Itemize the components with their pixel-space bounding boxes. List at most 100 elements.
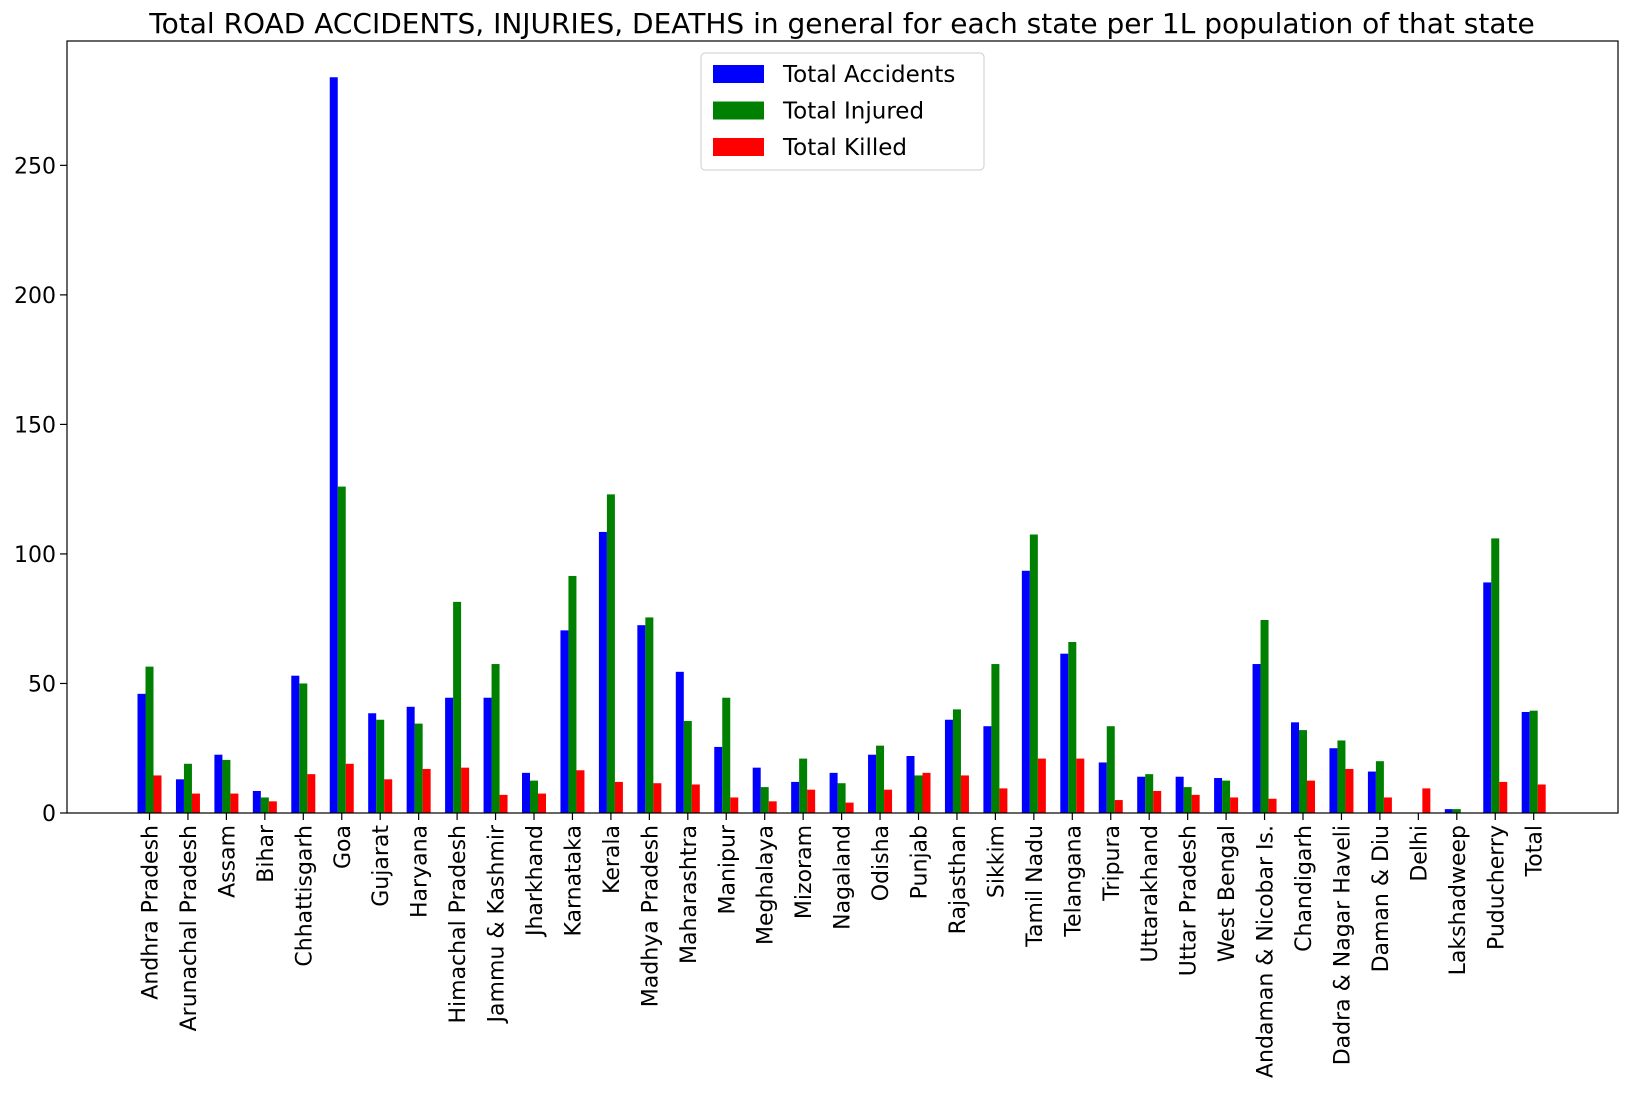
bar-total-killed-10 xyxy=(538,793,546,813)
x-tick-label-14: Maharashtra xyxy=(677,825,702,964)
x-tick-label-30: Chandigarh xyxy=(1292,825,1317,952)
x-tick-label-19: Odisha xyxy=(869,825,894,901)
bar-total-accidents-9 xyxy=(483,697,492,813)
bar-total-accidents-13 xyxy=(637,625,646,813)
bar-total-accidents-2 xyxy=(214,754,223,813)
x-tick-label-16: Meghalaya xyxy=(754,825,779,945)
chart-title: Total ROAD ACCIDENTS, INJURIES, DEATHS i… xyxy=(148,7,1534,40)
bar-total-killed-22 xyxy=(999,788,1008,813)
bar-total-injured-18 xyxy=(837,783,846,813)
legend-swatch-0 xyxy=(713,65,764,83)
bar-total-accidents-12 xyxy=(598,531,607,813)
legend-box xyxy=(700,52,985,171)
y-tick-label-5: 250 xyxy=(14,154,56,179)
bar-total-accidents-27 xyxy=(1175,776,1184,813)
bar-total-accidents-8 xyxy=(445,697,454,813)
bar-total-accidents-17 xyxy=(791,781,800,813)
bar-total-killed-27 xyxy=(1191,794,1200,813)
y-tick-label-4: 200 xyxy=(14,284,56,309)
bar-total-accidents-24 xyxy=(1060,653,1069,813)
bar-total-accidents-6 xyxy=(368,713,377,813)
bar-total-injured-11 xyxy=(568,575,577,813)
bar-total-accidents-3 xyxy=(252,790,261,813)
bar-total-killed-20 xyxy=(922,772,931,813)
x-tick-label-35: Puducherry xyxy=(1484,825,1509,950)
bar-total-injured-22 xyxy=(991,664,1000,813)
bar-total-accidents-21 xyxy=(944,719,953,813)
bar-total-accidents-22 xyxy=(983,726,992,813)
bar-total-injured-5 xyxy=(337,486,346,813)
bar-total-accidents-10 xyxy=(522,772,530,813)
x-tick-label-1: Arunachal Pradesh xyxy=(177,825,202,1031)
bar-total-injured-0 xyxy=(145,666,154,813)
x-tick-label-23: Tamil Nadu xyxy=(1023,825,1048,948)
bar-total-injured-32 xyxy=(1375,761,1384,813)
bar-total-injured-28 xyxy=(1222,780,1231,813)
y-tick-label-1: 50 xyxy=(28,672,56,697)
bar-total-killed-16 xyxy=(768,801,777,813)
bar-total-injured-23 xyxy=(1029,534,1038,813)
bar-total-injured-8 xyxy=(453,601,462,813)
bar-total-accidents-19 xyxy=(868,754,877,813)
bar-total-killed-28 xyxy=(1230,797,1239,813)
bar-total-injured-21 xyxy=(952,709,961,813)
bar-total-injured-27 xyxy=(1183,787,1192,813)
x-tick-label-26: Uttarakhand xyxy=(1138,825,1163,962)
bar-total-accidents-15 xyxy=(714,746,723,813)
legend-swatch-1 xyxy=(713,101,764,120)
bar-total-injured-31 xyxy=(1337,740,1346,813)
bar-total-killed-33 xyxy=(1422,788,1431,813)
x-tick-label-17: Mizoram xyxy=(792,825,817,919)
legend-label-1: Total Injured xyxy=(782,99,924,125)
bar-total-injured-24 xyxy=(1068,642,1077,813)
x-tick-label-32: Daman & Diu xyxy=(1369,825,1394,972)
x-tick-label-25: Tripura xyxy=(1100,825,1125,902)
bar-total-accidents-11 xyxy=(560,630,569,813)
legend-label-2: Total Killed xyxy=(782,135,907,161)
bar-total-injured-14 xyxy=(683,721,692,813)
y-tick-label-0: 0 xyxy=(42,802,56,827)
bar-total-injured-26 xyxy=(1145,774,1154,813)
bar-total-killed-31 xyxy=(1345,768,1354,813)
legend-label-0: Total Accidents xyxy=(782,62,955,88)
y-axis: 0 50 100 150 200 250 xyxy=(14,154,67,827)
legend: Total Accidents Total Injured Total Killed xyxy=(700,52,985,171)
x-tick-label-12: Kerala xyxy=(600,825,625,894)
bar-total-killed-15 xyxy=(730,797,739,813)
x-tick-label-29: Andaman & Nicobar Is. xyxy=(1254,825,1279,1078)
bar-total-accidents-5 xyxy=(329,77,338,813)
bar-total-killed-5 xyxy=(345,763,354,813)
bar-total-killed-32 xyxy=(1383,797,1392,813)
bar-total-killed-19 xyxy=(884,789,893,813)
bar-total-accidents-20 xyxy=(906,756,915,813)
bar-total-killed-23 xyxy=(1037,758,1046,813)
bar-total-killed-12 xyxy=(614,781,623,813)
bar-total-accidents-1 xyxy=(175,779,184,813)
bar-total-killed-35 xyxy=(1499,781,1508,813)
bar-total-injured-30 xyxy=(1299,730,1307,813)
bar-total-accidents-14 xyxy=(675,671,684,813)
x-tick-label-4: Chhattisgarh xyxy=(292,825,317,967)
bar-total-injured-4 xyxy=(299,683,308,813)
x-tick-label-3: Bihar xyxy=(254,824,279,883)
x-tick-label-27: Uttar Pradesh xyxy=(1177,825,1202,976)
bar-total-killed-25 xyxy=(1114,800,1123,813)
bar-total-killed-11 xyxy=(576,770,585,813)
bar-total-injured-17 xyxy=(799,758,808,813)
bar-total-injured-25 xyxy=(1106,726,1115,813)
bar-total-killed-4 xyxy=(307,774,316,813)
bar-total-accidents-0 xyxy=(137,693,146,813)
bar-total-injured-36 xyxy=(1529,710,1538,813)
bar-total-killed-17 xyxy=(807,789,816,813)
bar-total-killed-26 xyxy=(1153,790,1162,813)
x-axis: Andhra Pradesh Arunachal Pradesh Assam Biha… xyxy=(139,813,1548,1078)
bar-total-accidents-34 xyxy=(1444,809,1453,813)
x-tick-label-22: Sikkim xyxy=(984,825,1009,898)
bar-total-killed-21 xyxy=(960,775,969,813)
x-tick-label-36: Total xyxy=(1523,825,1548,877)
x-tick-label-18: Nagaland xyxy=(831,825,856,930)
bar-total-killed-36 xyxy=(1537,784,1546,813)
bar-total-accidents-16 xyxy=(752,767,761,813)
x-tick-label-13: Madhya Pradesh xyxy=(638,825,663,1007)
bar-total-killed-1 xyxy=(191,793,200,813)
